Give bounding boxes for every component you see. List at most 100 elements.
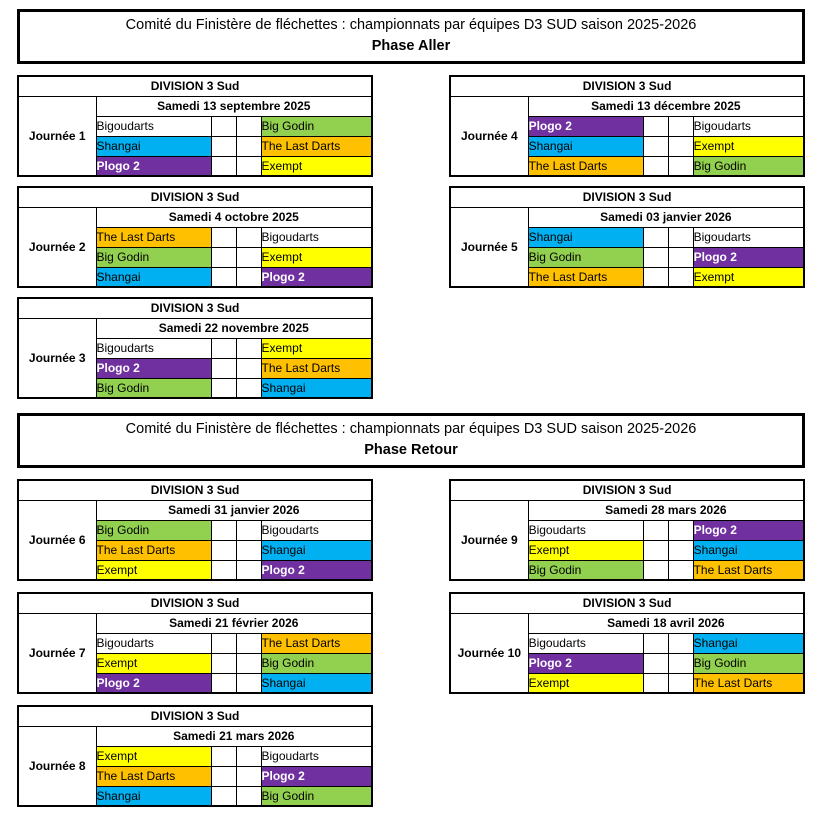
home-team-cell: Exempt	[95, 745, 212, 767]
score-cell	[642, 226, 669, 248]
journee-label-cell: Journée 5	[449, 206, 529, 288]
away-team-cell: Plogo 2	[692, 246, 805, 268]
home-team-cell: Plogo 2	[527, 115, 644, 137]
score-cell	[667, 226, 694, 248]
away-team-cell: Exempt	[692, 266, 805, 288]
away-team-cell: Plogo 2	[260, 266, 373, 288]
phase-aller-section: Comité du Finistère de fléchettes : cham…	[17, 9, 806, 399]
phase-retour-header: Comité du Finistère de fléchettes : cham…	[17, 413, 805, 468]
home-team-cell: Exempt	[95, 559, 212, 581]
score-cell	[235, 266, 262, 288]
home-team-cell: Bigoudarts	[527, 519, 644, 541]
home-team-cell: Bigoudarts	[95, 632, 212, 654]
score-cell	[210, 135, 237, 157]
away-team-cell: The Last Darts	[692, 559, 805, 581]
score-cell	[667, 246, 694, 268]
score-cell	[235, 246, 262, 268]
score-cell	[667, 115, 694, 137]
journee-table: DIVISION 3 Sud Journée 6 Samedi 31 janvier…	[17, 479, 374, 581]
phase-aller-tables: DIVISION 3 Sud Journée 1 Samedi 13 septemb…	[17, 75, 806, 399]
score-cell	[667, 672, 694, 694]
score-cell	[642, 652, 669, 674]
journee-label-cell: Journée 7	[17, 612, 97, 694]
match-row: Bigoudarts Shangai	[450, 632, 805, 654]
match-row: Big Godin Bigoudarts	[18, 519, 373, 541]
score-cell	[235, 652, 262, 674]
home-team-cell: Big Godin	[527, 246, 644, 268]
phase-retour-tables: DIVISION 3 Sud Journée 6 Samedi 31 janvier…	[17, 479, 806, 807]
score-cell	[642, 115, 669, 137]
score-cell	[667, 155, 694, 177]
away-team-cell: The Last Darts	[692, 672, 805, 694]
home-team-cell: Shangai	[527, 226, 644, 248]
journee-table: DIVISION 3 Sud Journée 10 Samedi 18 avril …	[449, 592, 806, 694]
away-team-cell: Big Godin	[260, 652, 373, 674]
score-cell	[235, 745, 262, 767]
table-column: DIVISION 3 Sud Journée 9 Samedi 28 mars 20…	[449, 479, 806, 807]
home-team-cell: Shangai	[95, 785, 212, 807]
table-column: DIVISION 3 Sud Journée 6 Samedi 31 janvier…	[17, 479, 374, 807]
journee-table: DIVISION 3 Sud Journée 9 Samedi 28 mars 20…	[449, 479, 806, 581]
home-team-cell: Plogo 2	[527, 652, 644, 674]
match-row: Shangai Plogo 2	[18, 266, 373, 288]
division-header-cell: DIVISION 3 Sud	[17, 297, 373, 319]
away-team-cell: Shangai	[260, 672, 373, 694]
home-team-cell: Big Godin	[95, 377, 212, 399]
home-team-cell: Plogo 2	[95, 357, 212, 379]
match-row: Exempt Bigoudarts	[18, 745, 373, 767]
match-row: Shangai Big Godin	[18, 785, 373, 807]
division-header-cell: DIVISION 3 Sud	[17, 186, 373, 208]
score-cell	[210, 266, 237, 288]
division-header-cell: DIVISION 3 Sud	[449, 479, 805, 501]
away-team-cell: Shangai	[692, 632, 805, 654]
away-team-cell: Exempt	[260, 246, 373, 268]
journee-table: DIVISION 3 Sud Journée 7 Samedi 21 février…	[17, 592, 374, 694]
home-team-cell: The Last Darts	[95, 539, 212, 561]
home-team-cell: Bigoudarts	[527, 632, 644, 654]
division-header-cell: DIVISION 3 Sud	[449, 75, 805, 97]
match-row: The Last Darts Plogo 2	[18, 765, 373, 787]
score-cell	[642, 519, 669, 541]
score-cell	[210, 246, 237, 268]
score-cell	[667, 652, 694, 674]
journee-label-cell: Journée 2	[17, 206, 97, 288]
match-row: The Last Darts Big Godin	[450, 155, 805, 177]
score-cell	[667, 539, 694, 561]
score-cell	[642, 559, 669, 581]
away-team-cell: Shangai	[260, 539, 373, 561]
away-team-cell: Exempt	[260, 337, 373, 359]
home-team-cell: Exempt	[527, 672, 644, 694]
match-row: Exempt The Last Darts	[450, 672, 805, 694]
score-cell	[642, 246, 669, 268]
home-team-cell: Exempt	[527, 539, 644, 561]
home-team-cell: Exempt	[95, 652, 212, 674]
journee-label-cell: Journée 10	[449, 612, 529, 694]
score-cell	[235, 559, 262, 581]
away-team-cell: Bigoudarts	[692, 226, 805, 248]
score-cell	[210, 357, 237, 379]
match-date-cell: Samedi 28 mars 2026	[527, 499, 805, 521]
division-header-cell: DIVISION 3 Sud	[17, 479, 373, 501]
home-team-cell: Big Godin	[95, 519, 212, 541]
journee-table: DIVISION 3 Sud Journée 5 Samedi 03 janvier…	[449, 186, 806, 288]
score-cell	[235, 785, 262, 807]
match-date-cell: Samedi 13 décembre 2025	[527, 95, 805, 117]
score-cell	[210, 672, 237, 694]
score-cell	[235, 115, 262, 137]
match-row: Shangai Bigoudarts	[450, 226, 805, 248]
score-cell	[235, 226, 262, 248]
score-cell	[667, 519, 694, 541]
match-row: Big Godin Shangai	[18, 377, 373, 399]
away-team-cell: Bigoudarts	[260, 745, 373, 767]
score-cell	[642, 539, 669, 561]
home-team-cell: The Last Darts	[95, 765, 212, 787]
score-cell	[642, 632, 669, 654]
score-cell	[210, 519, 237, 541]
score-cell	[667, 135, 694, 157]
journee-label-cell: Journée 6	[17, 499, 97, 581]
journee-label-cell: Journée 9	[449, 499, 529, 581]
journee-table: DIVISION 3 Sud Journée 4 Samedi 13 décembr…	[449, 75, 806, 177]
match-row: Big Godin Plogo 2	[450, 246, 805, 268]
score-cell	[210, 632, 237, 654]
score-cell	[667, 632, 694, 654]
